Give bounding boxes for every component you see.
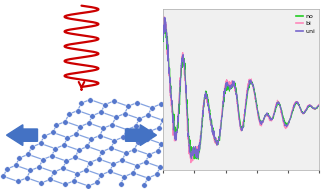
FancyArrow shape xyxy=(126,125,156,146)
FancyArrow shape xyxy=(7,125,37,146)
